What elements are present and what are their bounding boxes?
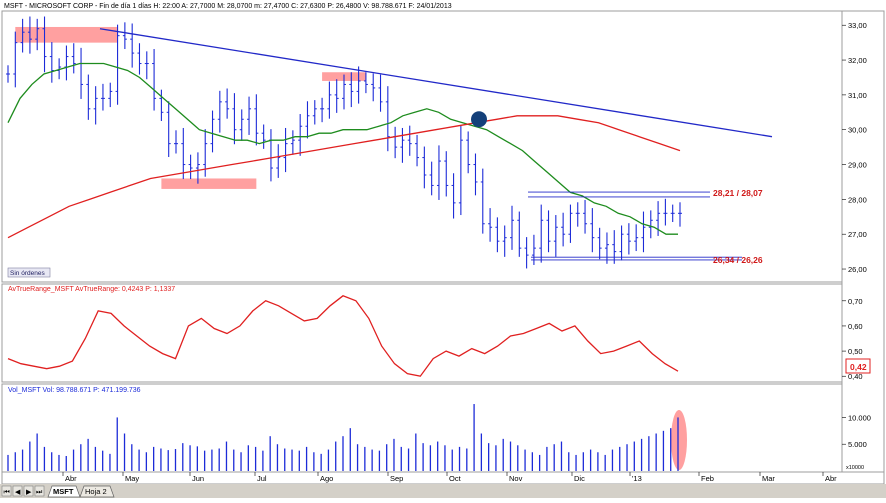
time-label: Nov: [509, 474, 523, 483]
price-tick-label: 31,00: [848, 91, 867, 100]
nav-last-icon: ⏭: [36, 489, 43, 496]
price-tick-label: 32,00: [848, 56, 867, 65]
price-tick-label: 30,00: [848, 126, 867, 135]
orders-status-box[interactable]: [7, 267, 51, 278]
orders-status-label: Sin órdenes: [10, 270, 45, 277]
atr-current-value: 0,42: [850, 362, 867, 372]
time-label: May: [125, 474, 139, 483]
right-axis-area: [841, 10, 885, 473]
volume-chart: [7, 404, 687, 471]
nav-first-button[interactable]: [1, 485, 12, 497]
atr-chart: [7, 295, 679, 377]
crossover-marker: [471, 111, 487, 128]
tab-hoja-2-label: Hoja 2: [85, 487, 107, 496]
time-label: Jun: [192, 474, 204, 483]
volume-unit-note: x10000: [846, 465, 864, 471]
price-tick-label: 27,00: [848, 230, 867, 239]
time-label: Sep: [390, 474, 403, 483]
volume-tick-label: 5.000: [848, 440, 867, 449]
header-info: MSFT - MICROSOFT CORP - Fin de día 1 día…: [4, 3, 452, 10]
volume-panel[interactable]: [1, 383, 843, 473]
atr-line: [7, 295, 679, 377]
volume-title: Vol_MSFT Vol: 98.788.671 P: 471.199.736: [8, 387, 141, 394]
atr-title: AvTrueRange_MSFT AvTrueRange: 0,4243 P: …: [8, 286, 175, 293]
price-axis: 33,00 32,00 31,00 30,00 29,00 28,00 27,00 26,00: [842, 21, 867, 274]
time-label: Mar: [762, 474, 775, 483]
volume-axis: 10.000 5.000: [842, 413, 871, 449]
time-label: '13: [632, 474, 642, 483]
nav-last-button[interactable]: [34, 485, 45, 497]
long-moving-average: [7, 115, 681, 239]
time-label: Dic: [574, 474, 585, 483]
short-moving-average: [7, 62, 678, 235]
volume-tick-label: 10.000: [848, 413, 871, 422]
atr-tick-label: 0,60: [848, 322, 863, 331]
time-label: Abr: [65, 474, 77, 483]
nav-next-icon: ▶: [26, 489, 32, 496]
price-tick-label: 28,00: [848, 195, 867, 204]
time-label: Jul: [257, 474, 267, 483]
nav-first-icon: ⏮: [4, 489, 10, 496]
nav-prev-icon: ◀: [15, 489, 21, 496]
trendline: [99, 28, 773, 138]
atr-panel[interactable]: [1, 283, 843, 383]
atr-tick-label: 0,50: [848, 347, 863, 356]
tab-hoja-2[interactable]: [79, 485, 115, 498]
volume-highlight: [671, 410, 687, 470]
resistance-annotation: 28,21 / 28,07: [713, 188, 763, 198]
price-tick-label: 26,00: [848, 265, 867, 274]
price-tick-label: 33,00: [848, 21, 867, 30]
highlight-zone: [161, 178, 257, 189]
support-annotation: 26,34 / 26,26: [713, 255, 763, 265]
price-chart: [6, 16, 773, 269]
time-label: Abr: [825, 474, 837, 483]
time-label: Ago: [320, 474, 333, 483]
nav-prev-button[interactable]: [12, 485, 23, 497]
atr-current-box: [845, 358, 871, 374]
time-label: Oct: [449, 474, 462, 483]
highlight-zone: [15, 26, 118, 43]
time-axis-labels: Abr May Jun Jul Ago Sep Oct Nov Dic '13 Feb Mar Abr: [62, 472, 837, 483]
nav-next-button[interactable]: [23, 485, 34, 497]
atr-axis: 0,70 0,60 0,50 0,40: [842, 297, 863, 381]
atr-tick-label: 0,70: [848, 297, 863, 306]
bottom-bar: [0, 484, 886, 498]
tab-msft-label: MSFT: [53, 487, 74, 496]
price-panel[interactable]: [1, 10, 843, 283]
tab-msft[interactable]: [47, 485, 81, 498]
atr-tick-label: 0,40: [848, 372, 863, 381]
time-label: Feb: [701, 474, 714, 483]
price-tick-label: 29,00: [848, 161, 867, 170]
sheet-navigation: ⏮ ◀ ▶ ⏭ MSFT Hoja 2: [1, 485, 115, 498]
